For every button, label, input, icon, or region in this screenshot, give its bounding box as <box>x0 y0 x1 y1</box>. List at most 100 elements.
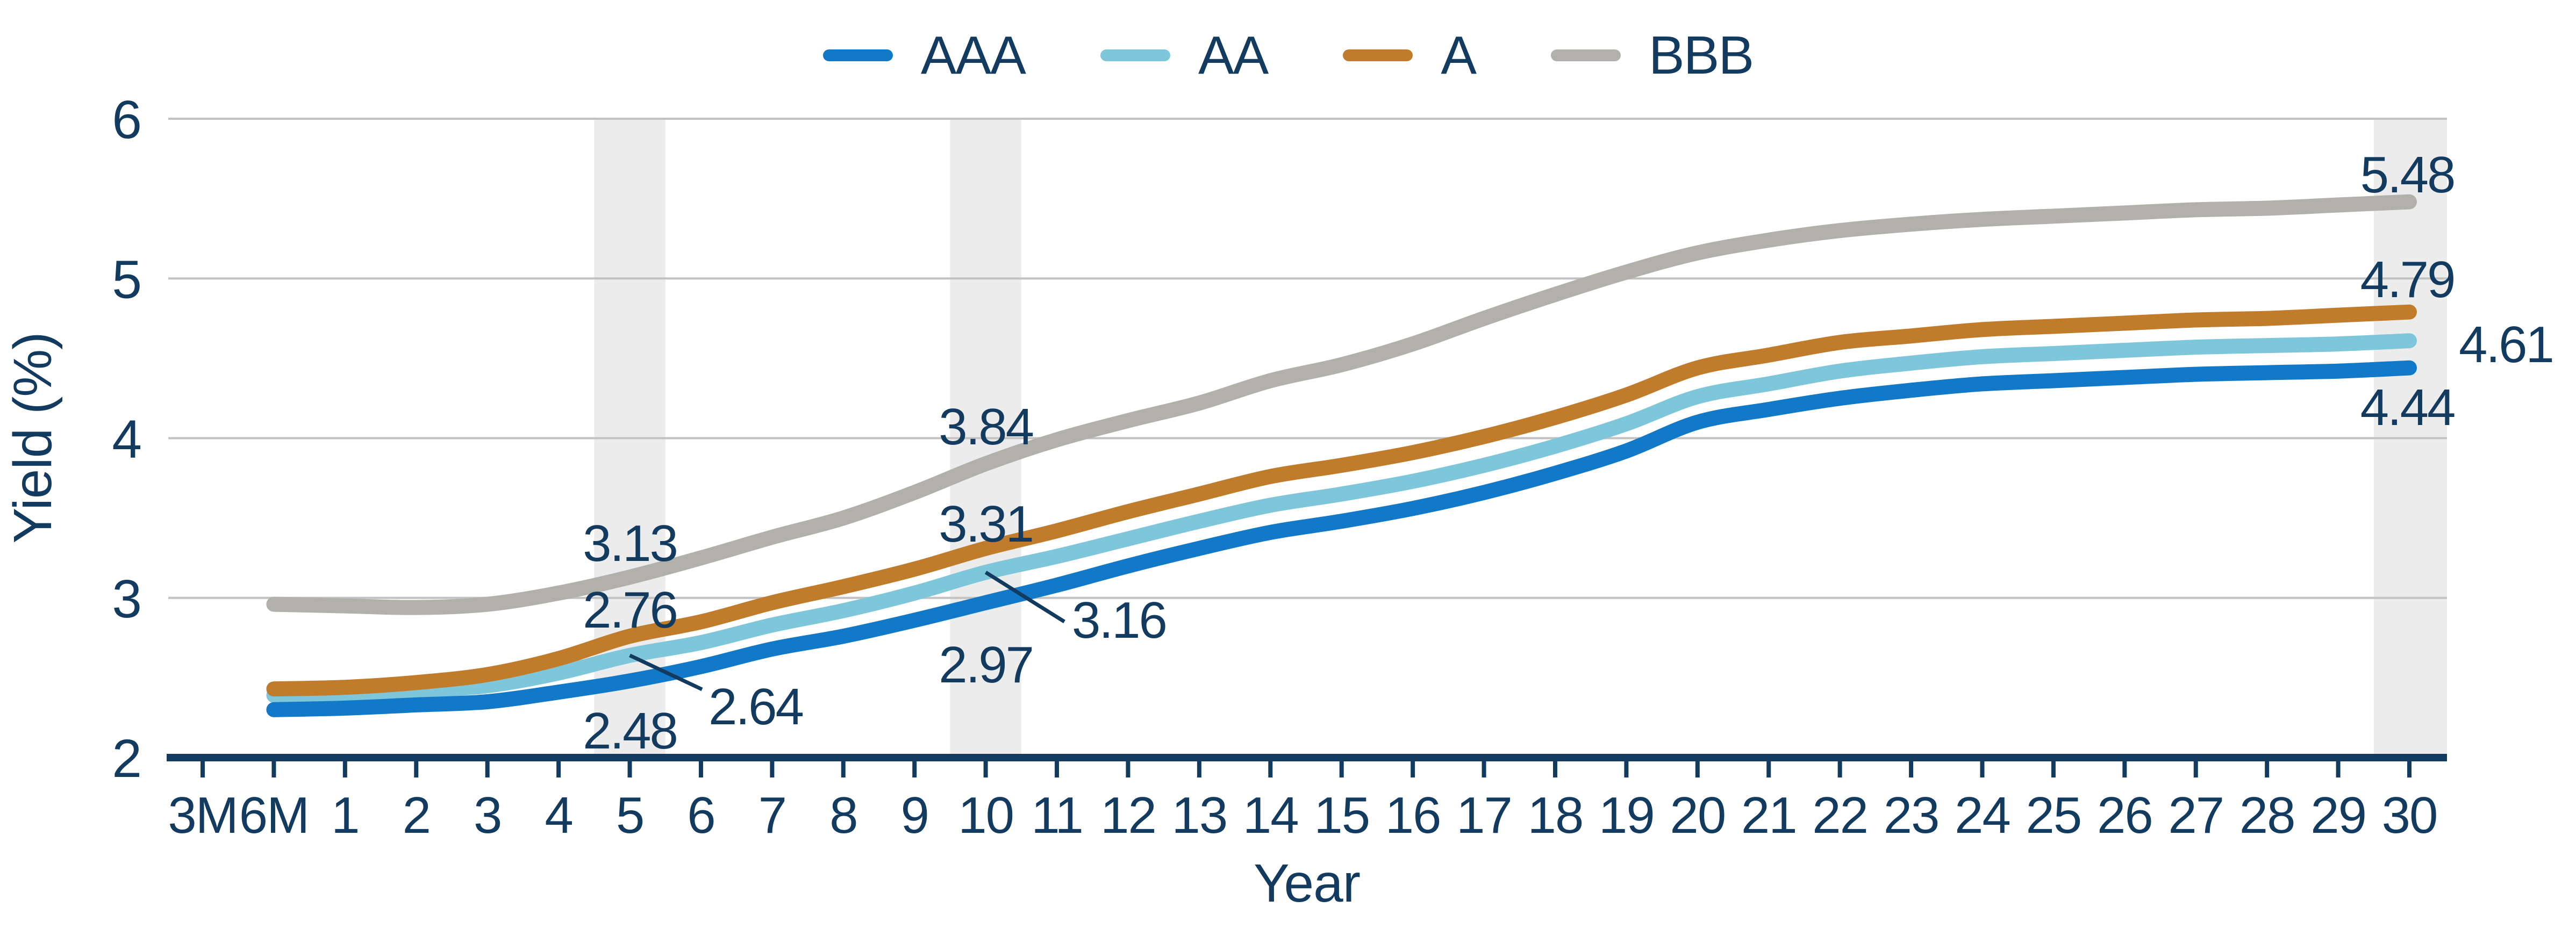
y-tick-label-5: 5 <box>112 249 141 309</box>
x-tick-label-23: 23 <box>1884 787 1939 844</box>
x-tick-label-16: 16 <box>1385 787 1441 844</box>
series-line-aaa <box>266 360 2417 717</box>
x-tick-4 <box>556 761 561 777</box>
series-line-aa <box>266 333 2417 703</box>
data-label-aaa-5: 2.48 <box>583 702 677 760</box>
x-tick-8 <box>841 761 846 777</box>
x-tick-label-25: 25 <box>2026 787 2081 844</box>
x-tick-label-29: 29 <box>2310 787 2366 844</box>
data-label-aaa-10: 2.97 <box>939 636 1033 694</box>
legend-swatch-icon <box>1551 49 1621 61</box>
x-tick-17 <box>1482 761 1486 777</box>
x-tick-26 <box>2122 761 2127 777</box>
y-tick-label-2: 2 <box>112 729 141 789</box>
x-tick-label-13: 13 <box>1171 787 1227 844</box>
x-tick-15 <box>1339 761 1344 777</box>
x-axis-title: Year <box>1254 853 1360 913</box>
series-line-bbb <box>266 194 2417 615</box>
data-label-aa-10: 3.16 <box>1072 592 1166 649</box>
y-tick-label-6: 6 <box>112 90 141 150</box>
legend-label: AAA <box>920 25 1026 85</box>
x-tick-27 <box>2193 761 2198 777</box>
x-tick-label-26: 26 <box>2097 787 2152 844</box>
data-label-aa-30: 4.61 <box>2459 316 2553 373</box>
data-label-aaa-30: 4.44 <box>2360 379 2455 436</box>
series-line-a <box>266 304 2417 697</box>
data-label-bbb-5: 3.13 <box>583 515 677 572</box>
x-tick-label-7: 7 <box>759 787 786 844</box>
x-tick-label-28: 28 <box>2239 787 2295 844</box>
data-label-a-30: 4.79 <box>2360 251 2455 308</box>
legend-swatch-icon <box>822 49 893 61</box>
x-tick-14 <box>1268 761 1273 777</box>
x-tick-5 <box>627 761 632 777</box>
legend-item-aaa: AAA <box>822 25 1026 85</box>
y-axis-title: Yield (%) <box>3 333 63 544</box>
x-tick-label-19: 19 <box>1599 787 1654 844</box>
x-tick-label-6: 6 <box>687 787 714 844</box>
x-tick-label-8: 8 <box>829 787 857 844</box>
x-tick-24 <box>1980 761 1985 777</box>
x-tick-label-6M: 6M <box>239 787 309 844</box>
annotation-leader-aa-10 <box>984 571 1065 623</box>
x-axis-line <box>167 754 2447 761</box>
legend: AAA AA A BBB <box>0 15 2576 96</box>
x-tick-label-30: 30 <box>2382 787 2437 844</box>
legend-swatch-icon <box>1343 49 1413 61</box>
x-tick-7 <box>770 761 775 777</box>
x-tick-label-9: 9 <box>901 787 928 844</box>
x-tick-label-2: 2 <box>403 787 430 844</box>
x-tick-6 <box>698 761 703 777</box>
x-tick-1 <box>342 761 347 777</box>
x-tick-22 <box>1837 761 1842 777</box>
x-tick-label-15: 15 <box>1314 787 1369 844</box>
x-tick-16 <box>1411 761 1415 777</box>
x-tick-label-1: 1 <box>331 787 359 844</box>
y-tick-label-3: 3 <box>112 569 141 629</box>
x-tick-label-21: 21 <box>1741 787 1797 844</box>
data-label-a-10: 3.31 <box>939 495 1033 553</box>
x-tick-label-14: 14 <box>1243 787 1298 844</box>
x-tick-13 <box>1197 761 1201 777</box>
data-label-bbb-10: 3.84 <box>939 398 1033 456</box>
legend-item-aa: AA <box>1100 25 1269 85</box>
legend-item-bbb: BBB <box>1551 25 1754 85</box>
x-tick-3 <box>485 761 490 777</box>
x-tick-label-17: 17 <box>1456 787 1512 844</box>
annotation-leader-aa-5 <box>629 653 703 692</box>
legend-label: AA <box>1198 25 1269 85</box>
x-tick-label-4: 4 <box>545 787 572 844</box>
x-tick-20 <box>1695 761 1700 777</box>
x-tick-label-11: 11 <box>1031 787 1083 844</box>
x-tick-2 <box>414 761 419 777</box>
x-tick-10 <box>983 761 988 777</box>
data-label-a-5: 2.76 <box>583 581 677 639</box>
x-tick-21 <box>1766 761 1771 777</box>
legend-label: A <box>1441 25 1477 85</box>
x-tick-23 <box>1909 761 1914 777</box>
x-tick-label-20: 20 <box>1670 787 1725 844</box>
x-tick-label-3: 3 <box>474 787 501 844</box>
data-label-aa-5: 2.64 <box>709 678 803 736</box>
x-tick-3M <box>201 761 205 777</box>
x-tick-label-22: 22 <box>1812 787 1867 844</box>
x-tick-11 <box>1055 761 1060 777</box>
x-tick-19 <box>1624 761 1629 777</box>
x-tick-label-18: 18 <box>1528 787 1583 844</box>
x-tick-30 <box>2407 761 2412 777</box>
data-label-bbb-30: 5.48 <box>2360 146 2455 204</box>
x-tick-12 <box>1126 761 1130 777</box>
x-tick-28 <box>2265 761 2270 777</box>
x-tick-label-24: 24 <box>1955 787 2010 844</box>
x-tick-label-27: 27 <box>2168 787 2223 844</box>
x-tick-label-5: 5 <box>616 787 643 844</box>
x-tick-9 <box>912 761 917 777</box>
legend-item-a: A <box>1343 25 1477 85</box>
x-tick-label-3M: 3M <box>168 787 237 844</box>
legend-label: BBB <box>1649 25 1754 85</box>
x-tick-18 <box>1552 761 1557 777</box>
x-tick-label-12: 12 <box>1100 787 1156 844</box>
y-tick-label-4: 4 <box>112 409 141 470</box>
